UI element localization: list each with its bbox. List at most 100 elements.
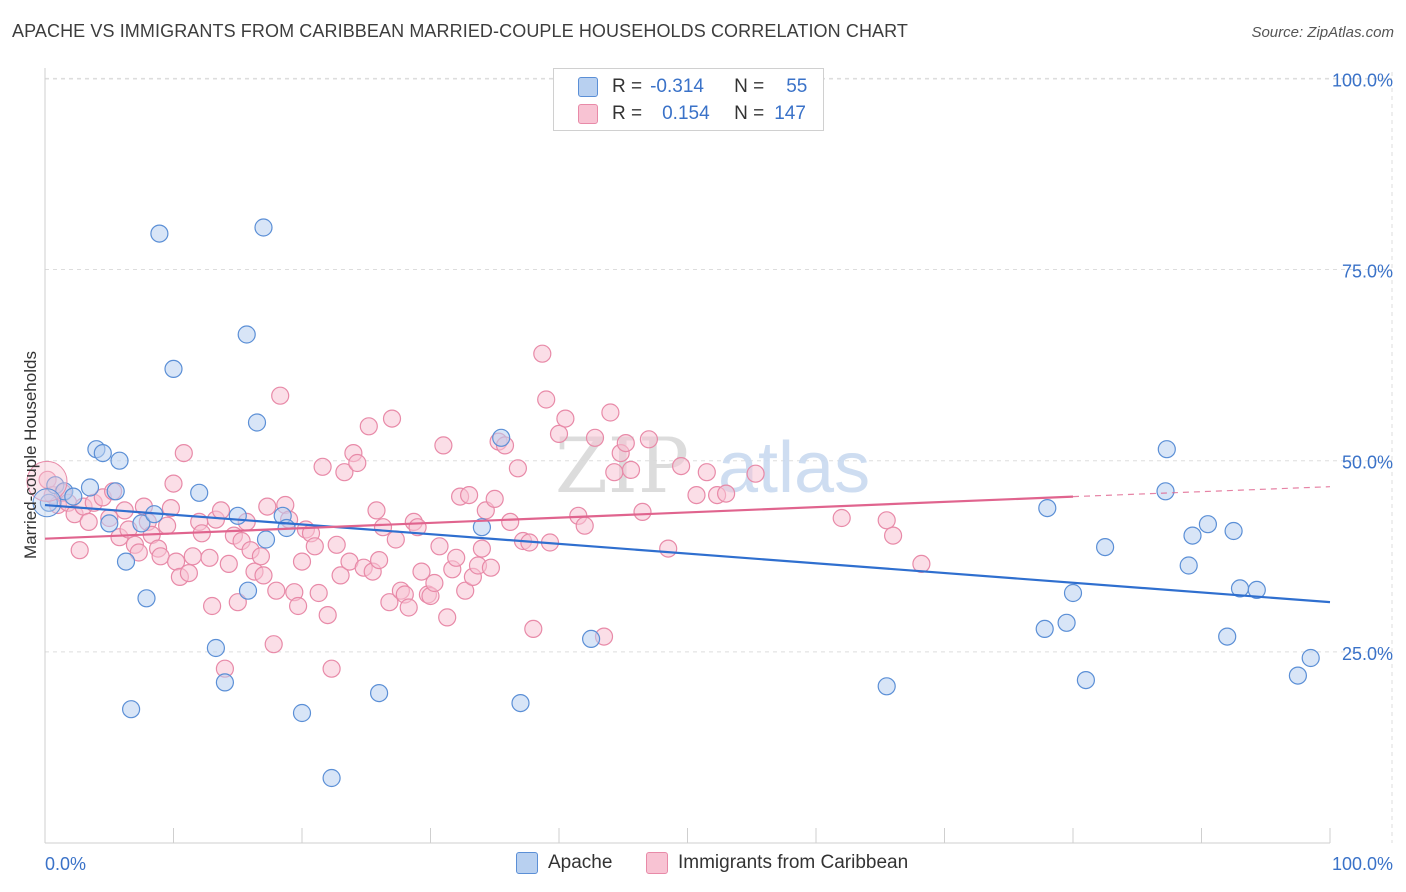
caribbean-point [267, 581, 286, 600]
caribbean-point [616, 434, 635, 453]
legend-row-caribbean: R = 0.154 N = 147 [578, 103, 806, 125]
watermark-zip: ZIP [555, 421, 689, 510]
caribbean-point [348, 453, 367, 473]
apache-point [237, 325, 256, 344]
apache-point [228, 506, 247, 525]
series-legend: Apache Immigrants from Caribbean [0, 852, 1406, 876]
n-value: 147 [774, 103, 806, 124]
apache-point [64, 487, 83, 506]
apache-point [1218, 627, 1237, 646]
caribbean-point [456, 581, 475, 600]
caribbean-point [912, 554, 931, 574]
apache-point [1183, 526, 1202, 545]
caribbean-point [508, 459, 528, 478]
caribbean-point [367, 501, 386, 520]
source-credit: Source: ZipAtlas.com [1251, 24, 1394, 41]
legend-label-apache: Apache [548, 852, 613, 873]
apache-point [472, 518, 491, 537]
r-label: R = [612, 76, 643, 97]
apache-point [1301, 648, 1320, 668]
apache-point [116, 552, 136, 571]
y-tick-label: 50.0% [1342, 453, 1393, 473]
y-tick-label: 75.0% [1342, 262, 1393, 282]
apache-point [1198, 515, 1218, 534]
caribbean-point [716, 484, 736, 503]
n-label: N = [734, 76, 765, 97]
apache-point [1063, 583, 1083, 603]
apache-point [1076, 670, 1096, 690]
caribbean-point [605, 463, 624, 482]
caribbean-point-large [26, 460, 68, 502]
apache-point [1038, 499, 1057, 518]
caribbean-point [556, 409, 575, 428]
apache-point [137, 589, 156, 608]
apache-point [100, 514, 119, 533]
caribbean-point [370, 550, 389, 570]
apache-swatch [578, 77, 598, 97]
apache-point [215, 673, 234, 692]
caribbean-point [601, 403, 620, 422]
apache-point [1288, 666, 1308, 685]
caribbean-point [183, 547, 202, 566]
apache-point [122, 700, 141, 719]
caribbean-point [438, 608, 457, 627]
caribbean-point [313, 457, 332, 476]
watermark: ZIP atlas [555, 421, 870, 510]
caribbean-point [481, 558, 500, 577]
caribbean-point [318, 605, 337, 625]
caribbean-point [70, 541, 89, 560]
caribbean-point [309, 583, 328, 603]
legend-row-apache: R = -0.314 N = 55 [578, 76, 807, 98]
caribbean-point [575, 516, 594, 535]
caribbean-point [697, 463, 716, 482]
caribbean-point [549, 424, 569, 443]
legend-label-caribbean: Immigrants from Caribbean [678, 852, 909, 873]
caribbean-point [200, 548, 219, 567]
apache-point [1057, 613, 1076, 632]
apache-point [110, 451, 129, 470]
caribbean-point [447, 548, 466, 567]
caribbean-point [533, 344, 552, 363]
caribbean-point [219, 554, 238, 574]
caribbean-point [174, 444, 193, 463]
apache-point [511, 693, 530, 713]
apache-point [1035, 619, 1054, 639]
apache-point [581, 629, 601, 649]
caribbean-point [331, 566, 350, 585]
y-tick-label: 100.0% [1332, 70, 1393, 90]
y-axis-title: Married-couple Households [21, 351, 40, 559]
caribbean-point [639, 430, 659, 449]
apache-trend-line [44, 503, 1331, 604]
caribbean-point [485, 489, 504, 508]
caribbean-point [380, 593, 399, 612]
caribbean-point [671, 457, 691, 476]
r-value: -0.314 [650, 76, 704, 97]
caribbean-point [412, 562, 431, 581]
caribbean-point [271, 386, 290, 405]
caribbean-point [203, 596, 222, 616]
caribbean-point [164, 474, 183, 493]
caribbean-point [877, 511, 896, 530]
caribbean-point [129, 543, 148, 562]
y-tick-label: 25.0% [1342, 644, 1393, 664]
caribbean-point [179, 563, 198, 583]
caribbean-point [585, 428, 605, 447]
chart-title: APACHE VS IMMIGRANTS FROM CARIBBEAN MARR… [12, 21, 909, 41]
caribbean-swatch [578, 104, 598, 124]
caribbean-point [883, 526, 903, 545]
apache-point [164, 359, 183, 378]
apache-point [254, 218, 273, 237]
caribbean-point [425, 573, 444, 593]
legend-item-apache[interactable]: Apache [516, 852, 612, 874]
apache-point [1156, 482, 1175, 501]
x-tick-label-min: 0.0% [45, 854, 86, 874]
legend-item-caribbean[interactable]: Immigrants from Caribbean [646, 852, 908, 874]
caribbean-point [472, 539, 491, 558]
caribbean-point [327, 535, 346, 554]
points-layer [26, 218, 1320, 788]
labels-layer: 25.0% 50.0% 75.0% 100.0% 0.0% 100.0% Married-c… [21, 70, 1393, 874]
apache-point [132, 514, 151, 533]
trend-layer [44, 486, 1331, 604]
apache-point [206, 638, 225, 658]
